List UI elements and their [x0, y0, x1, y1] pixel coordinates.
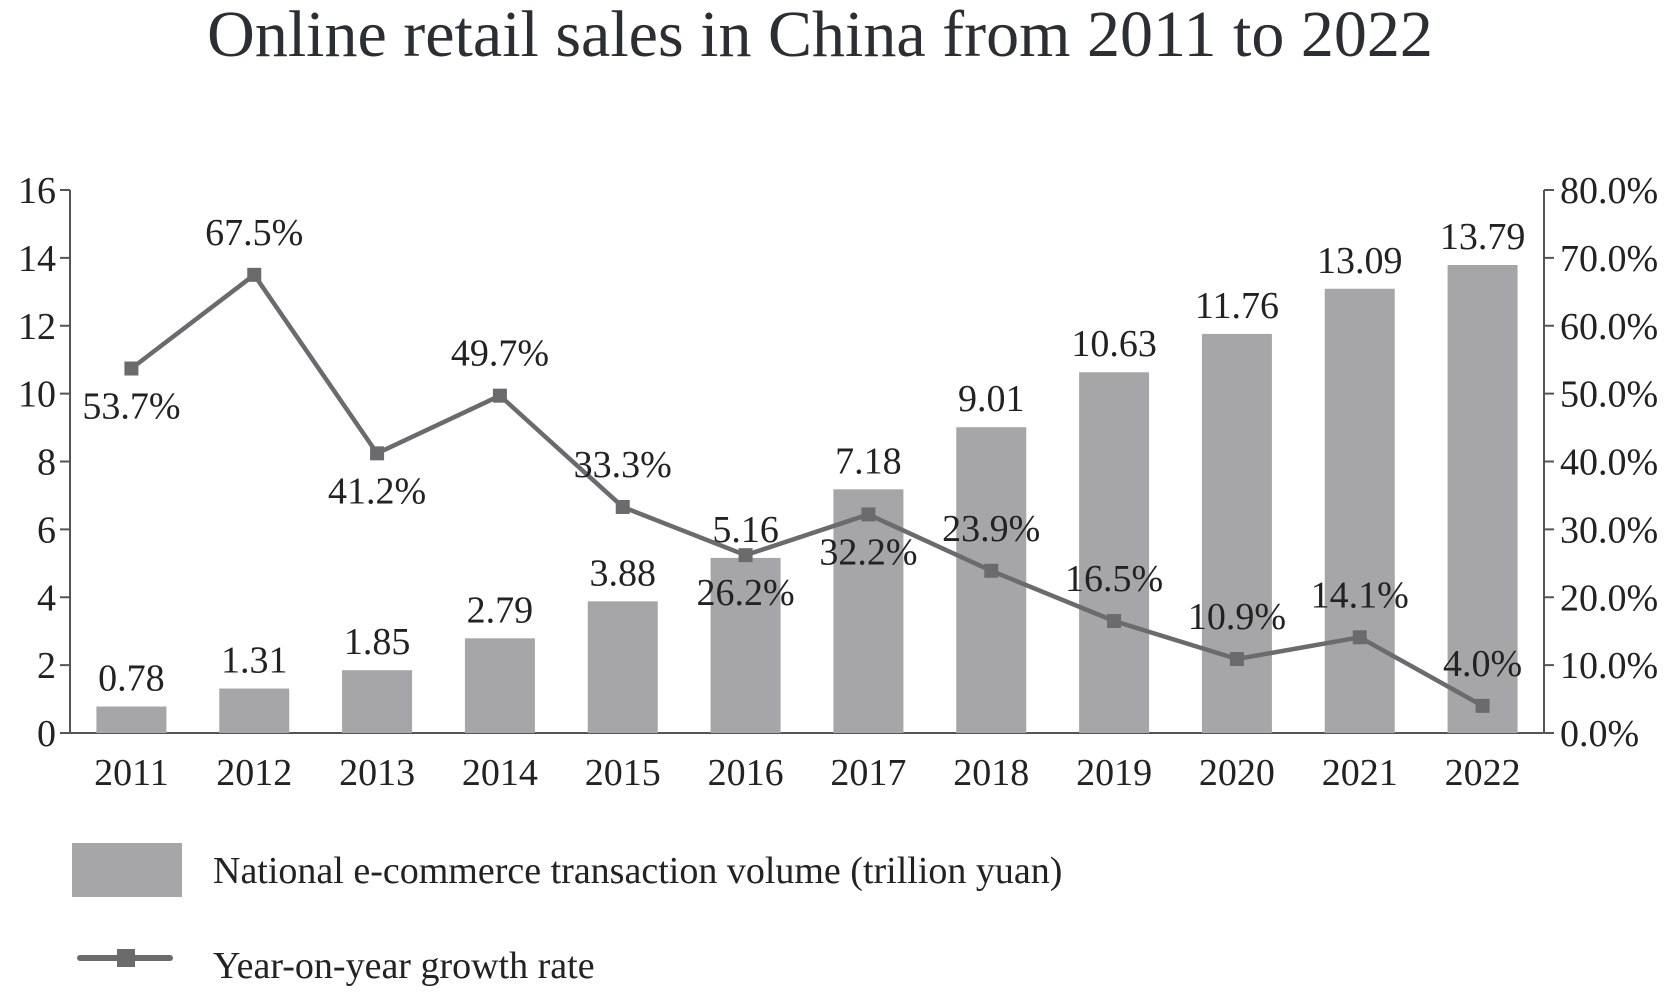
x-tick-label: 2018: [953, 752, 1029, 794]
y-right-tick-label: 60.0%: [1560, 306, 1658, 348]
x-tick-label: 2011: [94, 752, 169, 794]
line-marker: [1352, 630, 1367, 645]
y-left-tick-label: 6: [37, 509, 56, 551]
line-value-label: 4.0%: [1443, 643, 1522, 685]
line-marker: [124, 361, 139, 376]
bar: [96, 706, 167, 733]
bar: [464, 638, 535, 733]
bar-value-label: 13.09: [1317, 240, 1403, 282]
x-tick-label: 2016: [708, 752, 784, 794]
y-left-tick-label: 14: [18, 238, 56, 280]
line-marker: [1229, 652, 1244, 667]
line-value-label: 41.2%: [328, 470, 426, 512]
x-tick-label: 2012: [216, 752, 292, 794]
bar-value-label: 13.79: [1440, 216, 1526, 258]
bar: [587, 601, 658, 733]
bar-value-label: 0.78: [98, 658, 165, 700]
legend: National e-commerce transaction volume (…: [72, 843, 1062, 987]
x-tick-label: 2017: [830, 752, 906, 794]
y-right-tick-label: 40.0%: [1560, 442, 1658, 484]
line-marker: [492, 388, 507, 403]
bar-value-label: 3.88: [590, 552, 657, 594]
y-left-tick-label: 4: [37, 577, 56, 619]
bar: [1324, 288, 1395, 733]
line-marker: [861, 507, 876, 522]
y-left-tick-label: 12: [18, 306, 56, 348]
bar: [710, 557, 781, 733]
line-value-label: 16.5%: [1065, 558, 1163, 600]
y-left-tick-label: 10: [18, 374, 56, 416]
x-tick-label: 2020: [1199, 752, 1275, 794]
y-right-tick-label: 70.0%: [1560, 238, 1658, 280]
y-right-tick-label: 50.0%: [1560, 374, 1658, 416]
chart-title: Online retail sales in China from 2011 t…: [207, 0, 1433, 71]
bar-value-label: 9.01: [958, 378, 1025, 420]
y-left-tick-label: 2: [37, 645, 56, 687]
bar: [342, 670, 413, 733]
line-marker: [370, 446, 385, 461]
legend-bar-label: National e-commerce transaction volume (…: [213, 850, 1062, 892]
bar-value-label: 10.63: [1071, 323, 1157, 365]
bar: [1079, 372, 1150, 733]
bar: [219, 688, 290, 733]
line-marker: [1475, 698, 1490, 713]
y-right-tick-label: 20.0%: [1560, 577, 1658, 619]
x-tick-label: 2022: [1445, 752, 1521, 794]
bar-value-label: 11.76: [1195, 285, 1279, 327]
x-tick-label: 2014: [462, 752, 538, 794]
line-value-label: 10.9%: [1188, 596, 1286, 638]
bar-value-label: 1.85: [344, 621, 411, 663]
y-right-tick-label: 10.0%: [1560, 645, 1658, 687]
y-left-tick-label: 16: [18, 170, 56, 212]
line-value-label: 49.7%: [451, 333, 549, 375]
bar: [1201, 333, 1272, 733]
line-value-label: 26.2%: [697, 572, 795, 614]
line-marker: [615, 499, 630, 514]
legend-line-label: Year-on-year growth rate: [213, 945, 595, 987]
bar-value-label: 2.79: [467, 589, 534, 631]
line-marker: [247, 267, 262, 282]
x-tick-label: 2015: [585, 752, 661, 794]
x-tick-label: 2013: [339, 752, 415, 794]
bar: [833, 489, 904, 733]
bar: [1447, 265, 1518, 733]
growth-rate-line: [130, 272, 1484, 708]
line-value-label: 14.1%: [1311, 574, 1409, 616]
y-left-tick-label: 0: [37, 713, 56, 755]
bar-value-label: 1.31: [221, 640, 288, 682]
line-marker: [1107, 614, 1122, 629]
line-marker: [984, 563, 999, 578]
x-tick-label: 2021: [1322, 752, 1398, 794]
legend-bar-swatch: [72, 843, 182, 897]
y-right-tick-label: 30.0%: [1560, 509, 1658, 551]
line-value-label: 32.2%: [819, 531, 917, 573]
y-right-tick-label: 80.0%: [1560, 170, 1658, 212]
bar-value-label: 5.16: [712, 509, 779, 551]
y-left-tick-label: 8: [37, 442, 56, 484]
legend-line-marker: [117, 949, 135, 967]
line-value-label: 23.9%: [942, 508, 1040, 550]
line-value-label: 33.3%: [574, 444, 672, 486]
bar-value-label: 7.18: [835, 440, 902, 482]
y-right-tick-label: 0.0%: [1560, 713, 1639, 755]
x-tick-label: 2019: [1076, 752, 1152, 794]
line-marker: [738, 548, 753, 563]
line-value-label: 67.5%: [205, 212, 303, 254]
line-value-label: 53.7%: [82, 386, 180, 428]
